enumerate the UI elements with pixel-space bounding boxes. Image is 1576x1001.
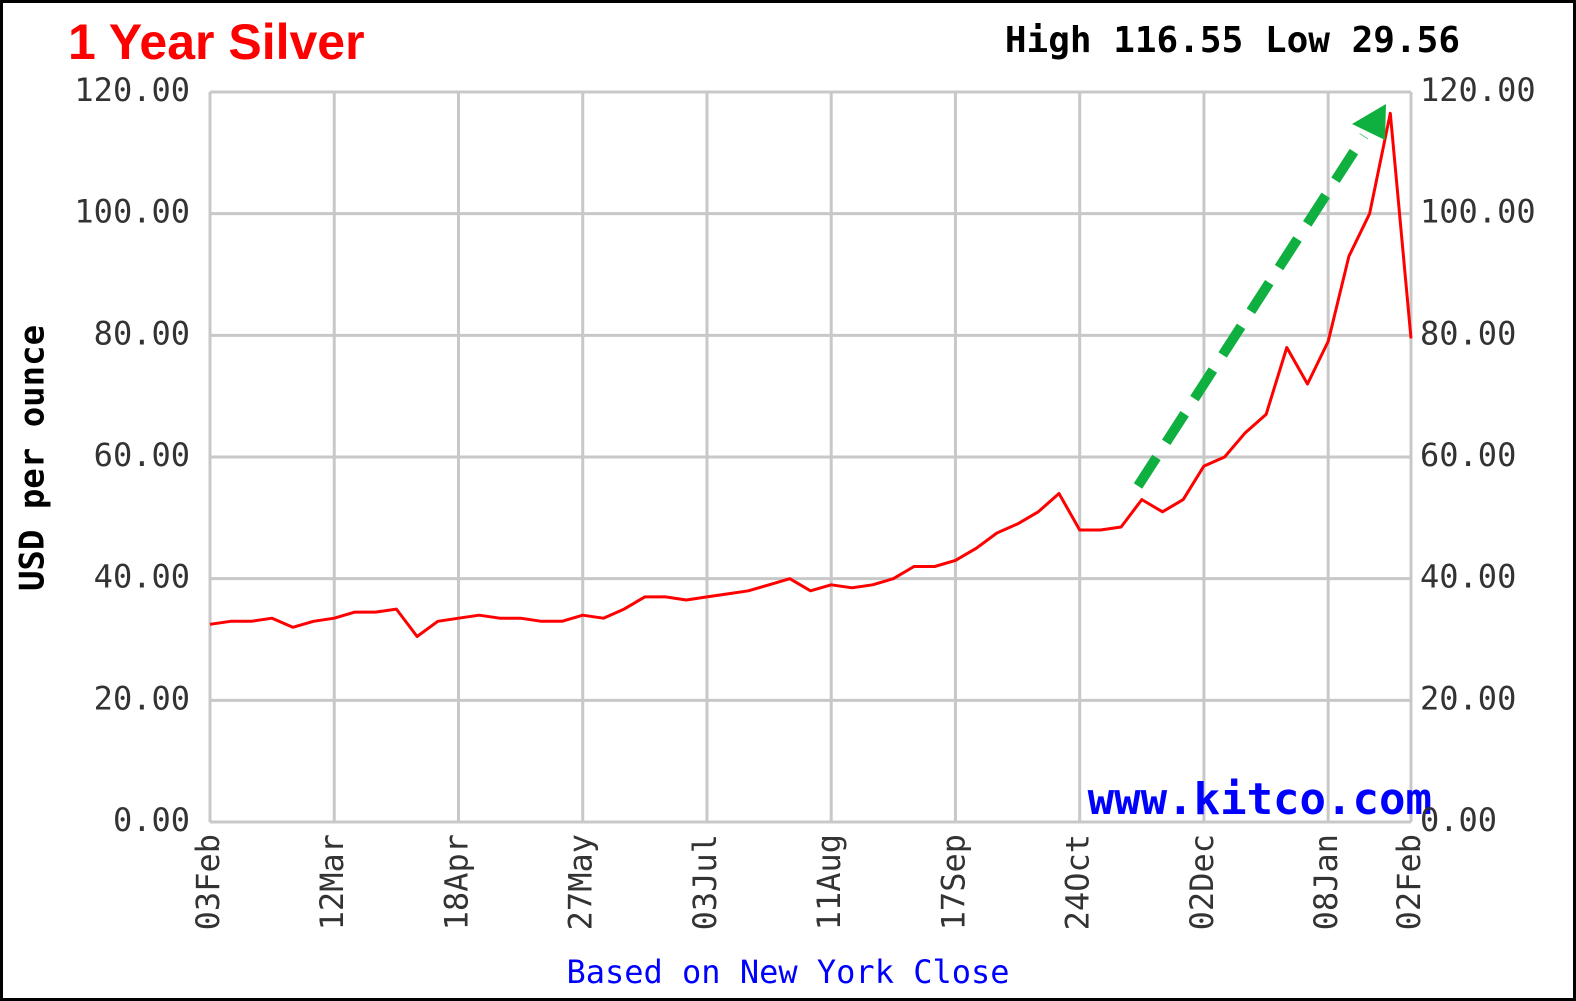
x-tick-label: 18Apr xyxy=(437,834,475,930)
y-axis-label: USD per ounce xyxy=(13,325,53,591)
y-tick-label: 60.00 xyxy=(94,436,190,474)
y2-tick-label: 100.00 xyxy=(1420,193,1536,231)
x-tick-label: 03Jul xyxy=(686,834,724,930)
y2-tick-label: 0.00 xyxy=(1420,801,1497,839)
chart-subtitle: High 116.55 Low 29.56 xyxy=(1005,20,1460,61)
chart-title: 1 Year Silver xyxy=(68,14,365,70)
y-tick-label: 80.00 xyxy=(94,314,190,352)
watermark: www.kitco.com xyxy=(1088,774,1432,825)
y-tick-label: 40.00 xyxy=(94,558,190,596)
x-tick-label: 02Feb xyxy=(1390,834,1428,930)
arrow-shaft xyxy=(1133,133,1369,489)
plot xyxy=(209,111,1413,638)
x-tick-label: 27May xyxy=(562,834,600,930)
x-tick-label: 17Sep xyxy=(934,834,972,930)
x-tick-label: 03Feb xyxy=(189,834,227,930)
y2-tick-label: 120.00 xyxy=(1420,71,1536,109)
x-tick-label: 11Aug xyxy=(810,834,848,930)
trend-arrow xyxy=(1133,104,1386,489)
x-tick-label: 02Dec xyxy=(1183,834,1221,930)
y2-tick-label: 20.00 xyxy=(1420,679,1516,717)
y-tick-label: 120.00 xyxy=(74,71,190,109)
y-tick-label: 20.00 xyxy=(94,679,190,717)
x-note: Based on New York Close xyxy=(566,953,1009,991)
grid xyxy=(208,90,1413,824)
arrow-head xyxy=(1352,104,1386,140)
y2-tick-label: 60.00 xyxy=(1420,436,1516,474)
y2-tick-label: 40.00 xyxy=(1420,558,1516,596)
x-tick-label: 24Oct xyxy=(1059,834,1097,930)
x-tick-label: 08Jan xyxy=(1307,834,1345,930)
y2-tick-label: 80.00 xyxy=(1420,314,1516,352)
price-line xyxy=(209,111,1413,638)
y-tick-label: 0.00 xyxy=(113,801,190,839)
x-tick-label: 12Mar xyxy=(313,834,351,930)
y-tick-label: 100.00 xyxy=(74,193,190,231)
